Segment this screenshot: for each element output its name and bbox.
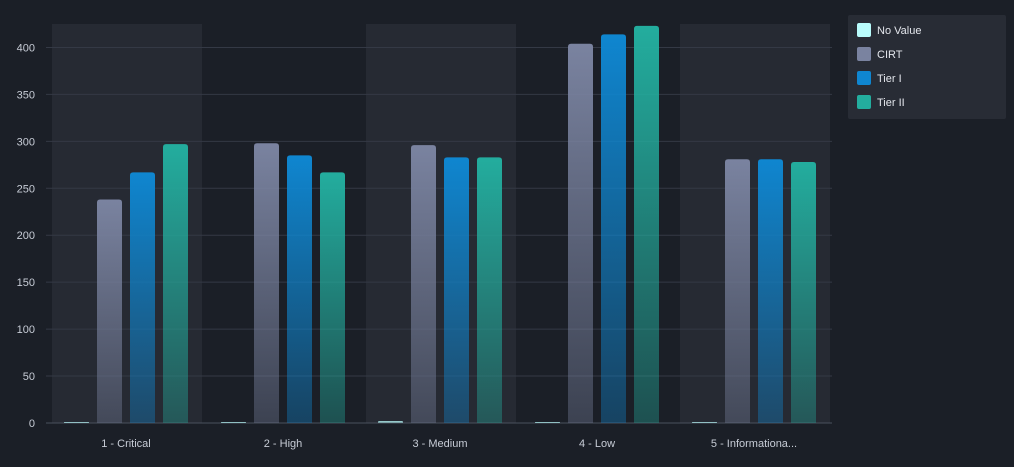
legend-label[interactable]: Tier II (877, 97, 905, 109)
y-tick-label: 0 (29, 418, 35, 430)
y-tick-label: 100 (17, 324, 35, 336)
bar-cirt[interactable] (411, 145, 436, 424)
bar-tier-ii[interactable] (634, 25, 659, 423)
legend-swatch-cirt[interactable] (857, 47, 871, 61)
x-tick-label: 1 - Critical (101, 438, 151, 450)
bar-cirt[interactable] (254, 143, 279, 423)
bar-tier-i[interactable] (444, 157, 469, 424)
bar-no-value[interactable] (378, 421, 403, 423)
legend: No Value CIRT Tier I Tier II (848, 15, 1006, 119)
x-axis: 1 - Critical 2 - High 3 - Medium 4 - Low 5 -… (101, 438, 797, 450)
bar-tier-i[interactable] (601, 34, 626, 424)
legend-swatch-tier-i[interactable] (857, 71, 871, 85)
bar-tier-ii[interactable] (163, 144, 188, 423)
x-tick-label: 5 - Informationa... (711, 438, 797, 450)
y-tick-label: 150 (17, 277, 35, 289)
legend-swatch-tier-ii[interactable] (857, 95, 871, 109)
x-tick-label: 2 - High (264, 438, 303, 450)
x-tick-label: 3 - Medium (412, 438, 467, 450)
bar-cirt[interactable] (97, 199, 122, 423)
bar-cirt[interactable] (725, 159, 750, 423)
bar-tier-ii[interactable] (477, 157, 502, 424)
legend-swatch-no-value[interactable] (857, 23, 871, 37)
bar-no-value[interactable] (535, 422, 560, 423)
legend-label[interactable]: Tier I (877, 73, 902, 85)
y-axis: 0 50 100 150 200 250 300 350 400 (17, 42, 35, 430)
bar-tier-ii[interactable] (791, 162, 816, 423)
y-tick-label: 200 (17, 230, 35, 242)
bars (64, 25, 816, 424)
legend-box (848, 15, 1006, 119)
x-tick-label: 4 - Low (579, 438, 615, 450)
bar-tier-ii[interactable] (320, 172, 345, 423)
bar-tier-i[interactable] (287, 155, 312, 423)
bar-no-value[interactable] (692, 422, 717, 423)
y-tick-label: 400 (17, 42, 35, 54)
bar-no-value[interactable] (64, 422, 89, 423)
y-tick-label: 300 (17, 136, 35, 148)
bar-tier-i[interactable] (130, 172, 155, 423)
bar-tier-i[interactable] (758, 159, 783, 423)
y-tick-label: 350 (17, 89, 35, 101)
bar-cirt[interactable] (568, 43, 593, 423)
bar-no-value[interactable] (221, 422, 246, 423)
y-tick-label: 250 (17, 183, 35, 195)
legend-label[interactable]: No Value (877, 25, 921, 37)
y-tick-label: 50 (23, 371, 35, 383)
legend-label[interactable]: CIRT (877, 49, 903, 61)
